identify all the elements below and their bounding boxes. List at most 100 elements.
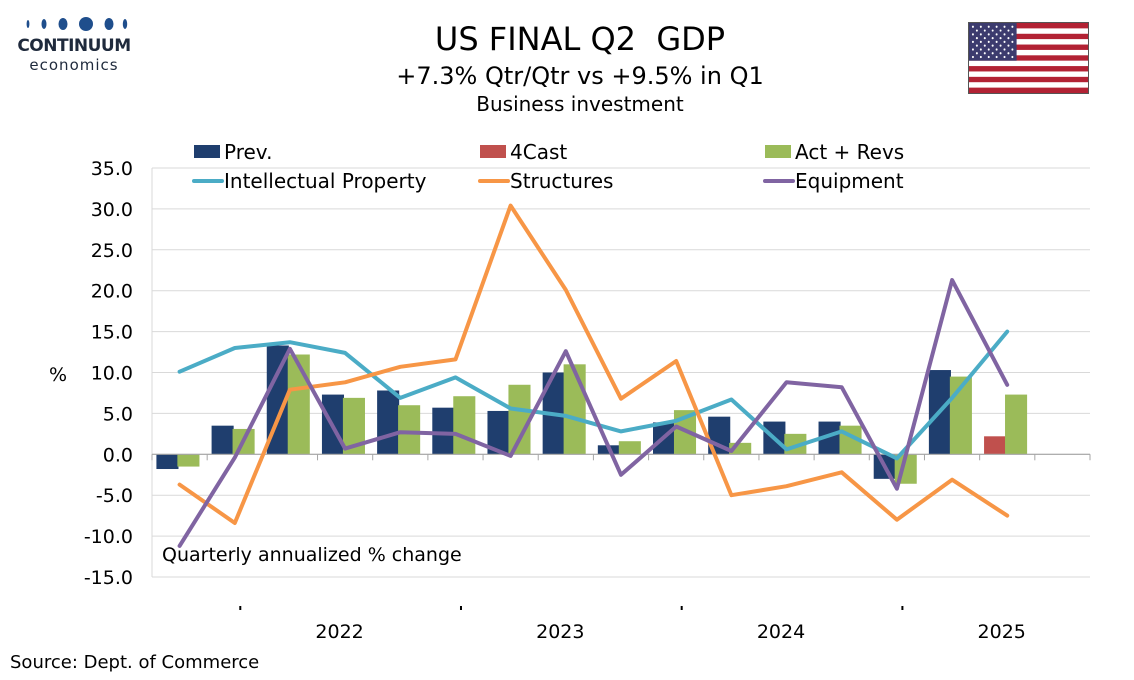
flag-star [1007,52,1010,55]
flag-star [1003,33,1006,36]
legend-swatch-prev [194,145,220,158]
flag-star [987,48,990,51]
legend-label-structures: Structures [510,169,613,193]
flag-stripe [969,71,1088,78]
flag-star [983,44,986,47]
line-structures [177,203,1010,525]
flag-stripe [969,44,1088,51]
y-tick-label: -10.0 [84,526,133,548]
legend-label-4cast: 4Cast [510,140,567,164]
bar-act-revs [287,354,310,455]
bar-act-revs [177,454,200,467]
y-tick-label: -15.0 [84,567,133,589]
flag-star [1007,37,1010,40]
bar-prev [377,390,400,455]
flag-star [983,29,986,32]
us-flag-icon [968,22,1089,94]
flag-star [995,55,998,59]
brand-sub: economics [29,56,119,74]
flag-star [1003,40,1006,44]
chart-subtitle-secondary: Business investment [476,92,684,116]
flag-stripe [969,76,1088,83]
flag-star [1011,40,1014,44]
flag-star [995,25,998,28]
bar-act-revs [729,442,752,455]
x-year-label: 2025 [978,621,1026,643]
y-tick-label: 25.0 [91,240,133,262]
y-tick-label: 10.0 [91,363,133,385]
flag-star [1007,44,1010,47]
flag-star [971,33,974,36]
line-intellectual-property [177,329,1010,461]
flag-star [979,33,982,36]
flag-star [999,37,1002,40]
flag-canton [969,23,1017,61]
bar-prev [487,410,510,455]
flag-star [979,48,982,51]
brand-name: CONTINUUM [17,36,131,56]
flag-stripe [969,28,1088,34]
flag-star [975,44,978,47]
x-tick-marker [459,606,462,610]
flag-star [979,55,982,59]
flag-star [1011,33,1014,36]
flag-star [1011,55,1014,59]
legend-label-prev: Prev. [224,140,272,164]
flag-star [1007,29,1010,32]
chart-annotation: Quarterly annualized % change [162,544,462,566]
y-tick-label: 30.0 [91,199,133,221]
legend-label-act-revs: Act + Revs [795,140,904,164]
x-tick-marker [239,606,242,610]
flag-stripe [969,33,1088,40]
y-tick-label: 0.0 [103,444,133,466]
flag-star [1003,25,1006,28]
flag-star [983,37,986,40]
chart-title: US FINAL Q2 GDP [434,20,726,58]
bar-act-revs [508,384,531,455]
flag-star [971,40,974,44]
legend-label-equipment: Equipment [795,169,904,193]
flag-star [991,29,994,32]
flag-star [983,52,986,55]
flag-star [975,37,978,40]
bar-prev [156,454,179,470]
flag-star [991,37,994,40]
flag-stripe [969,82,1088,88]
y-tick-label: -5.0 [96,485,133,507]
y-tick-label: 15.0 [91,322,133,344]
y-tick-label: 35.0 [91,158,133,180]
flag-stripe [969,39,1088,45]
bar-prev [211,425,234,455]
flag-star [987,25,990,28]
y-axis-label: % [49,364,67,386]
flag-stripe [969,23,1088,29]
x-tick-marker [680,606,683,610]
flag-star [991,52,994,55]
logo-dots-icon [26,17,128,31]
line-equipment [177,278,1010,548]
flag-star [975,29,978,32]
bar-act-revs [453,396,476,455]
flag-star [971,48,974,51]
flag-star [979,40,982,44]
flag-star [991,44,994,47]
bar-prev [818,421,841,455]
flag-star [975,52,978,55]
legend-label-intellectual-property: Intellectual Property [224,169,427,193]
x-tick-marker [901,606,904,610]
flag-star [1003,55,1006,59]
y-tick-label: 5.0 [103,403,133,425]
x-year-label: 2023 [536,621,584,643]
flag-star [971,25,974,28]
flag-star [1011,25,1014,28]
y-tick-label: 20.0 [91,281,133,303]
flag-stripe [969,55,1088,61]
x-year-label: 2022 [315,621,363,643]
flag-star [995,48,998,51]
flag-star [971,55,974,59]
bar-act-revs [342,397,365,455]
flag-star [999,29,1002,32]
flag-star [999,52,1002,55]
flag-stripe [969,60,1088,67]
